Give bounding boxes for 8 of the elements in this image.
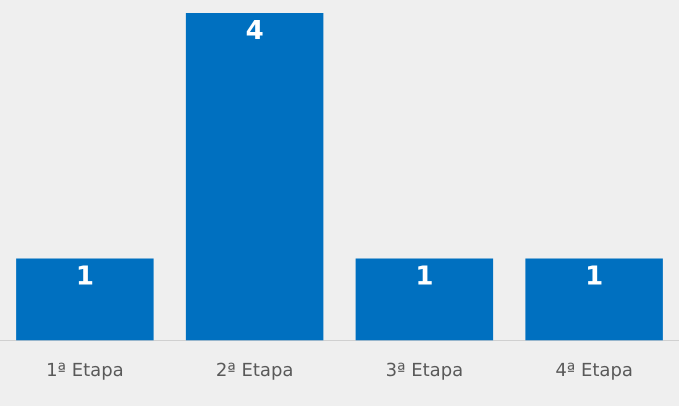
data-label: 1	[415, 261, 434, 292]
x-tick-label: 1ª Etapa	[46, 360, 124, 381]
x-tick-label: 2ª Etapa	[216, 360, 294, 381]
x-tick-label: 3ª Etapa	[386, 360, 464, 381]
data-label: 4	[246, 16, 264, 46]
data-label: 1	[585, 261, 604, 292]
x-tick-label: 4ª Etapa	[555, 360, 633, 381]
data-label: 1	[76, 261, 94, 292]
